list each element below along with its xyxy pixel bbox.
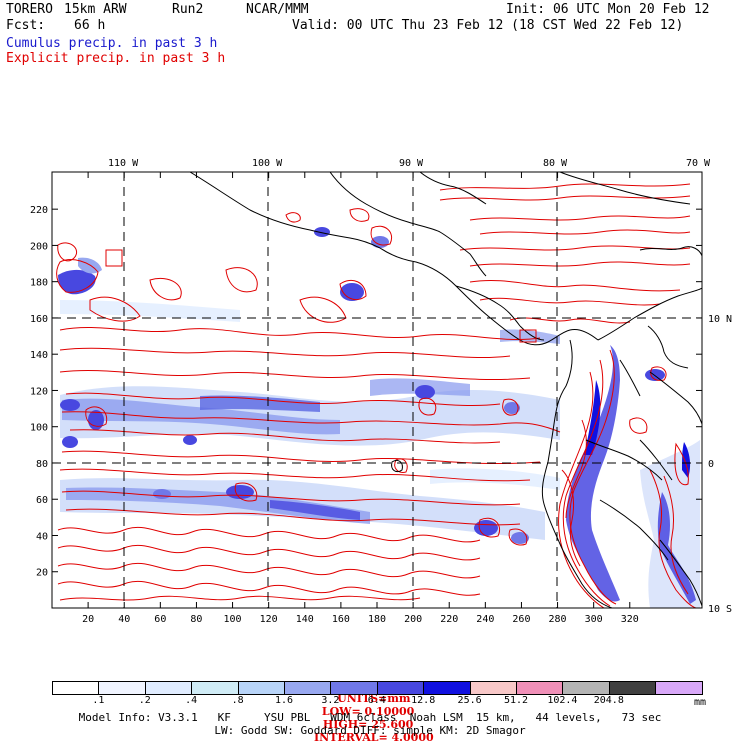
y-tick-label: 220 [30,205,48,216]
color-scale-swatch [53,682,100,694]
x-tick-label: 320 [621,614,639,625]
x-tick-label: 260 [512,614,530,625]
lon-label-70w: 70 W [686,158,711,169]
org-label: NCAR/MMM [246,2,309,17]
color-scale-label: 6.4 [367,695,386,706]
color-scale-label: .4 [185,695,198,706]
color-scale-swatch [424,682,471,694]
y-tick-label: 20 [36,568,48,579]
x-tick-label: 180 [368,614,386,625]
color-scale-label: .2 [138,695,151,706]
field-explicit-label: Explicit precip. in past 3 h [6,51,226,66]
x-tick-label: 100 [224,614,242,625]
color-scale-label: 25.6 [457,695,482,706]
run-label: Run2 [172,2,204,17]
valid-time: Valid: 00 UTC Thu 23 Feb 12 (18 CST Wed … [292,18,684,33]
inset-box-1 [105,249,123,267]
lon-label-100w: 100 W [252,158,283,169]
x-tick-label: 140 [296,614,314,625]
model-info-line1: Model Info: V3.3.1 KF YSU PBL WDM 6class… [78,711,662,724]
explicit-contours [56,183,697,608]
cumulus-shading [58,227,700,608]
color-scale-label: .8 [231,695,244,706]
x-tick-label: 220 [440,614,458,625]
color-scale-swatch [331,682,378,694]
latlon-grid [52,172,702,608]
fcst-value: 66 h [74,18,106,33]
y-tick-label: 160 [30,314,48,325]
model-info-line2: LW: Godd SW: Goddard DIFF: simple KM: 2D… [214,724,526,737]
y-axis-ticks: 220 200 180 160 140 120 100 80 60 40 20 [30,205,702,579]
coastlines [189,172,702,608]
color-scale-swatch [238,682,285,694]
lon-label-90w: 90 W [399,158,424,169]
y-tick-label: 80 [36,459,48,470]
lon-label-80w: 80 W [543,158,568,169]
contour-high: HIGH= 25.600 [322,718,414,731]
x-tick-label: 80 [190,614,202,625]
lat-label-0: 0 [708,459,714,470]
x-tick-label: 200 [404,614,422,625]
lat-label-10n: 10 N [708,314,732,325]
color-scale-swatch [609,682,657,694]
color-scale-label: 12.8 [411,695,436,706]
inset-box-2 [519,329,537,343]
init-time: Init: 06 UTC Mon 20 Feb 12 [506,2,710,17]
resolution-label: 15km ARW [64,2,127,17]
color-scale-swatch [516,682,564,694]
x-tick-label: 60 [154,614,166,625]
color-scale-unit: mm [694,697,707,708]
y-tick-label: 60 [36,495,48,506]
y-tick-label: 200 [30,241,48,252]
x-axis-ticks: 20 40 60 80 100 120 140 160 180 200 220 240 260 280 30… [82,172,639,625]
color-scale-swatch [656,682,703,694]
field-cumulus-label: Cumulus precip. in past 3 h [6,36,218,51]
contour-units: UNITS=mm [337,692,411,705]
color-scale-bar [52,681,704,695]
color-scale-label: 3.2 [321,695,340,706]
color-scale-label: .1 [92,695,105,706]
y-tick-label: 140 [30,350,48,361]
lon-label-110w: 110 W [108,158,139,169]
color-scale-swatch [145,682,193,694]
fcst-label: Fcst: [6,18,46,33]
color-scale-label: 204.8 [593,695,624,706]
lat-label-10s: 10 S [708,604,732,615]
contour-low: LOW= 0.10000 [321,705,415,718]
color-scale-label: 102.4 [547,695,578,706]
color-scale-swatch [284,682,332,694]
y-tick-label: 180 [30,278,48,289]
color-scale-swatch [377,682,425,694]
color-scale-label: 1.6 [274,695,294,706]
color-scale-labels: .1 .2 .4 .8 1.6 3.2 6.4 12.8 25.6 51.2 102.4 204.8 [52,695,712,707]
x-tick-label: 120 [260,614,278,625]
color-scale-swatch [99,682,146,694]
x-tick-label: 240 [476,614,494,625]
color-scale-swatch [563,682,610,694]
y-tick-label: 40 [36,531,48,542]
y-tick-label: 120 [30,386,48,397]
x-tick-label: 160 [332,614,350,625]
color-scale-swatch [192,682,239,694]
x-tick-label: 40 [118,614,130,625]
x-tick-label: 300 [585,614,603,625]
x-tick-label: 20 [82,614,94,625]
color-scale-swatch [470,682,517,694]
x-tick-label: 280 [549,614,567,625]
y-tick-label: 100 [30,423,48,434]
color-scale-label: 51.2 [503,695,529,706]
model-name: TORERO [6,2,53,17]
